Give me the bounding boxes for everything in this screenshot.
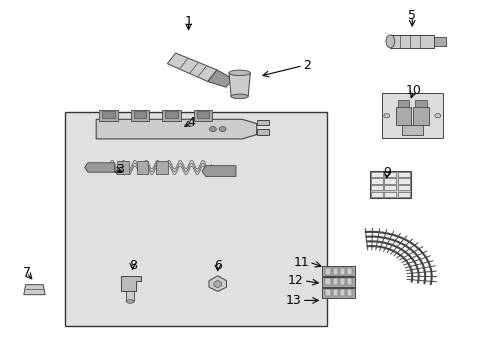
Bar: [369, 171, 410, 198]
Text: 11: 11: [293, 256, 308, 269]
Polygon shape: [167, 53, 217, 82]
Bar: [162, 111, 181, 121]
Bar: [397, 185, 409, 190]
Bar: [346, 289, 352, 296]
Bar: [381, 93, 442, 138]
Bar: [133, 111, 146, 118]
Bar: [412, 107, 428, 125]
Bar: [165, 111, 178, 118]
Polygon shape: [24, 285, 45, 295]
Bar: [370, 192, 382, 197]
Bar: [384, 172, 395, 177]
Bar: [397, 192, 409, 197]
Bar: [64, 112, 326, 327]
Bar: [384, 185, 395, 190]
Bar: [332, 289, 337, 296]
Bar: [401, 125, 422, 135]
Bar: [339, 289, 345, 296]
Ellipse shape: [228, 70, 250, 76]
Circle shape: [383, 113, 389, 118]
Bar: [339, 267, 345, 275]
Text: 13: 13: [285, 294, 301, 307]
Ellipse shape: [385, 35, 394, 48]
Bar: [325, 278, 330, 285]
Bar: [433, 37, 446, 46]
Bar: [384, 178, 395, 184]
Bar: [370, 172, 382, 177]
Ellipse shape: [126, 300, 134, 303]
Bar: [102, 111, 115, 118]
Text: 3: 3: [116, 163, 123, 176]
Circle shape: [434, 113, 440, 118]
Bar: [346, 278, 352, 285]
Polygon shape: [228, 73, 250, 96]
Polygon shape: [208, 276, 226, 292]
Bar: [194, 111, 212, 121]
Bar: [156, 161, 167, 174]
Bar: [322, 288, 355, 297]
Text: 10: 10: [405, 84, 421, 97]
Bar: [332, 267, 337, 275]
Polygon shape: [202, 166, 236, 176]
Bar: [346, 267, 352, 275]
Bar: [397, 172, 409, 177]
Polygon shape: [96, 119, 256, 139]
Bar: [197, 111, 209, 118]
Bar: [339, 278, 345, 285]
Text: 7: 7: [22, 266, 31, 279]
Bar: [325, 289, 330, 296]
Bar: [370, 185, 382, 190]
Bar: [99, 111, 117, 121]
Text: 9: 9: [382, 166, 390, 179]
Polygon shape: [121, 276, 141, 292]
Circle shape: [209, 127, 216, 132]
Bar: [397, 100, 408, 107]
Bar: [370, 178, 382, 184]
Polygon shape: [256, 120, 268, 125]
Text: 2: 2: [302, 59, 310, 72]
Bar: [136, 161, 148, 174]
Text: 4: 4: [187, 116, 195, 129]
Bar: [332, 278, 337, 285]
Polygon shape: [213, 280, 221, 288]
Text: 6: 6: [213, 259, 221, 272]
Polygon shape: [207, 70, 232, 87]
Polygon shape: [256, 129, 268, 135]
Bar: [322, 266, 355, 276]
Bar: [322, 277, 355, 287]
Polygon shape: [84, 163, 115, 172]
Bar: [397, 178, 409, 184]
Bar: [395, 107, 410, 125]
Text: 1: 1: [184, 14, 192, 27]
Bar: [325, 267, 330, 275]
Ellipse shape: [231, 94, 248, 99]
Text: 5: 5: [407, 9, 415, 22]
Bar: [384, 192, 395, 197]
Text: 8: 8: [128, 259, 136, 272]
Bar: [126, 292, 134, 301]
Bar: [414, 100, 426, 107]
Bar: [117, 161, 128, 174]
Text: 12: 12: [287, 274, 303, 287]
Bar: [130, 111, 149, 121]
Circle shape: [219, 127, 225, 132]
Polygon shape: [389, 35, 433, 48]
